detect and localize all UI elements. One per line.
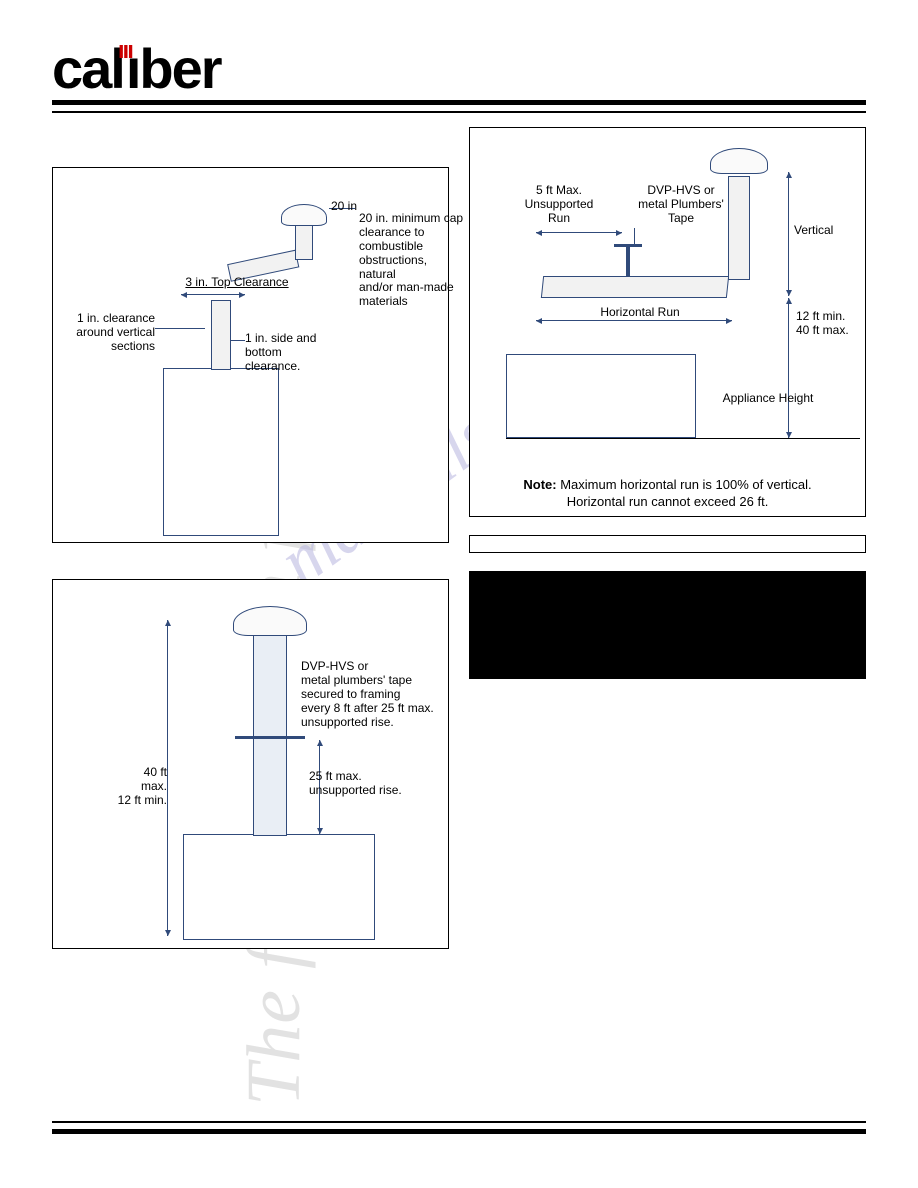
label-vertical-clearance: 1 in. clearancearound verticalsections — [61, 312, 155, 353]
guide — [231, 340, 245, 341]
note-line2: Horizontal run cannot exceed 26 ft. — [567, 494, 769, 509]
vertical-pipe — [211, 300, 231, 370]
header-rule-thin — [52, 111, 866, 113]
vent-cap-icon — [710, 148, 768, 174]
figure-8: 40 ft max.12 ft min. 25 ft max.unsupport… — [52, 579, 449, 949]
upper-pipe — [295, 224, 313, 260]
warning-box — [469, 571, 866, 679]
appliance-body — [183, 834, 375, 940]
label-horizontal-run: Horizontal Run — [590, 306, 690, 320]
arrow-horizontal-run — [536, 320, 732, 321]
appliance-body — [506, 354, 696, 438]
footer-rules — [52, 1121, 866, 1134]
label-unsupported-run: 5 ft Max.UnsupportedRun — [518, 184, 600, 225]
brand-logo: calııııber — [52, 44, 866, 94]
label-unsupported: 25 ft max.unsupported rise. — [309, 770, 425, 798]
vent-cap-icon — [233, 606, 307, 636]
label-tape: DVP-HVS ormetal plumbers' tapesecured to… — [301, 660, 451, 729]
figure-9-note: Note: Maximum horizontal run is 100% of … — [470, 477, 865, 511]
arrow-total-height — [167, 620, 168, 936]
note-line1: Maximum horizontal run is 100% of vertic… — [560, 477, 811, 492]
header-rule — [52, 100, 866, 105]
arrow-height-range — [788, 298, 789, 438]
label-top-clearance: 3 in. Top Clearance — [177, 276, 297, 290]
label-tape: DVP-HVS ormetal Plumbers'Tape — [628, 184, 734, 225]
strap — [626, 246, 630, 276]
label-cap-gap: 20 in — [329, 200, 359, 214]
strap-top — [614, 244, 642, 247]
appliance-body — [163, 368, 279, 536]
note-prefix: Note: — [523, 477, 556, 492]
label-side-bottom: 1 in. side andbottomclearance. — [245, 332, 329, 373]
guide — [634, 228, 635, 244]
figure-9: 5 ft Max.UnsupportedRun DVP-HVS ormetal … — [469, 127, 866, 517]
label-height-range: 12 ft min.40 ft max. — [796, 310, 860, 338]
vertical-pipe — [253, 634, 287, 836]
label-vertical: Vertical — [794, 224, 844, 238]
label-cap-note: 20 in. minimum capclearance to combustib… — [359, 212, 467, 309]
arrow-unsupported-run — [536, 232, 622, 233]
label-total-height: 40 ft max.12 ft min. — [115, 766, 167, 807]
figure-7: 20 in 20 in. minimum capclearance to com… — [52, 167, 449, 543]
arrow-vertical — [788, 172, 789, 296]
label-appliance-height: Appliance Height — [708, 392, 828, 406]
guide — [287, 736, 305, 737]
note-divider — [506, 438, 860, 439]
arrow-top-clearance — [181, 294, 245, 295]
note-box — [469, 535, 866, 553]
vent-cap-icon — [281, 204, 327, 226]
guide — [155, 328, 205, 329]
horizontal-pipe — [541, 276, 729, 298]
flame-icon: ııı — [118, 37, 132, 64]
